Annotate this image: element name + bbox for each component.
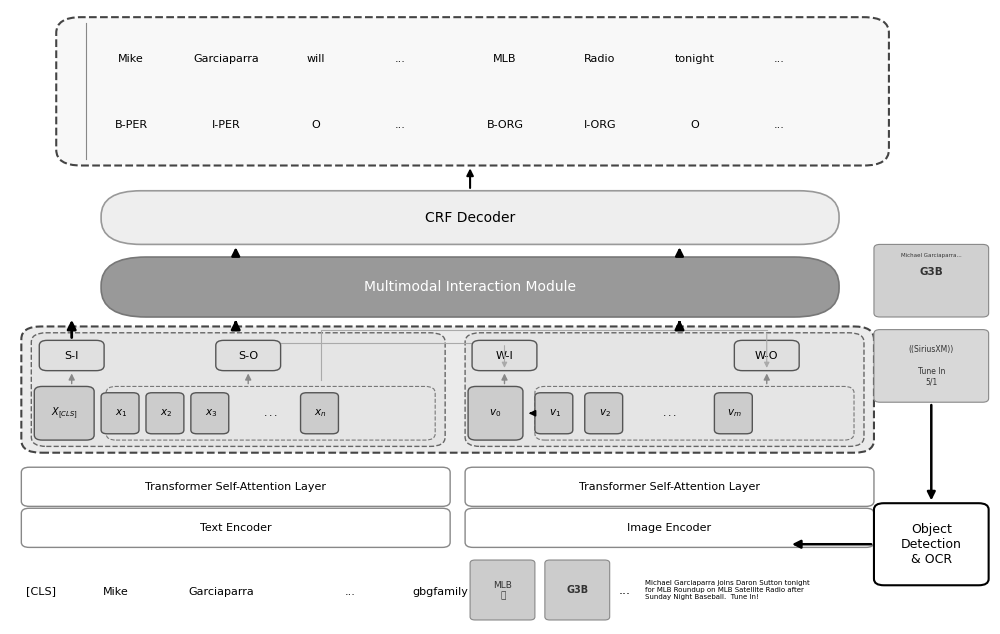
Text: S-I: S-I: [65, 351, 79, 361]
Text: $X_{[CLS]}$: $X_{[CLS]}$: [51, 405, 78, 421]
FancyBboxPatch shape: [31, 333, 445, 446]
FancyBboxPatch shape: [734, 340, 799, 371]
Text: $x_3$: $x_3$: [205, 408, 217, 419]
Text: I-ORG: I-ORG: [583, 120, 616, 131]
Text: Mike: Mike: [103, 586, 129, 597]
FancyBboxPatch shape: [39, 340, 104, 371]
Text: W-I: W-I: [496, 351, 513, 361]
Text: tonight: tonight: [674, 54, 714, 63]
Text: Mike: Mike: [118, 54, 144, 63]
Text: $x_n$: $x_n$: [314, 408, 327, 419]
Text: Michael Garciaparra...: Michael Garciaparra...: [901, 253, 962, 258]
Text: S-O: S-O: [238, 351, 258, 361]
FancyBboxPatch shape: [465, 508, 874, 547]
FancyBboxPatch shape: [714, 392, 752, 434]
Text: ...: ...: [395, 120, 406, 131]
Text: Object
Detection
& OCR: Object Detection & OCR: [901, 523, 962, 566]
Text: O: O: [311, 120, 320, 131]
Text: $x_1$: $x_1$: [115, 408, 127, 419]
FancyBboxPatch shape: [106, 387, 435, 440]
Text: Multimodal Interaction Module: Multimodal Interaction Module: [364, 280, 576, 294]
Text: gbgfamily: gbgfamily: [412, 586, 468, 597]
FancyBboxPatch shape: [585, 392, 623, 434]
FancyBboxPatch shape: [101, 257, 839, 317]
Text: Text Encoder: Text Encoder: [200, 523, 272, 533]
Text: ...: ...: [345, 586, 356, 597]
FancyBboxPatch shape: [101, 392, 139, 434]
Text: Garciaparra: Garciaparra: [188, 586, 254, 597]
Text: CRF Decoder: CRF Decoder: [425, 210, 515, 224]
Text: $v_2$: $v_2$: [599, 408, 611, 419]
FancyBboxPatch shape: [465, 333, 864, 446]
Text: W-O: W-O: [755, 351, 779, 361]
FancyBboxPatch shape: [545, 560, 610, 620]
Text: ...: ...: [774, 54, 785, 63]
Text: $v_m$: $v_m$: [727, 408, 742, 419]
FancyBboxPatch shape: [216, 340, 281, 371]
Text: $...$: $...$: [662, 408, 677, 418]
Text: [CLS]: [CLS]: [26, 586, 56, 597]
Text: $x_2$: $x_2$: [160, 408, 172, 419]
FancyBboxPatch shape: [874, 245, 989, 317]
FancyBboxPatch shape: [874, 330, 989, 402]
Text: Garciaparra: Garciaparra: [193, 54, 259, 63]
FancyBboxPatch shape: [472, 340, 537, 371]
FancyBboxPatch shape: [535, 387, 854, 440]
Text: Image Encoder: Image Encoder: [627, 523, 712, 533]
Text: ...: ...: [774, 120, 785, 131]
FancyBboxPatch shape: [874, 503, 989, 585]
Text: G3B: G3B: [919, 267, 943, 277]
Text: $v_1$: $v_1$: [549, 408, 561, 419]
Text: ...: ...: [395, 54, 406, 63]
Text: MLB
⚾: MLB ⚾: [494, 581, 512, 600]
Text: Transformer Self-Attention Layer: Transformer Self-Attention Layer: [579, 482, 760, 492]
FancyBboxPatch shape: [465, 467, 874, 507]
FancyBboxPatch shape: [146, 392, 184, 434]
FancyBboxPatch shape: [101, 191, 839, 245]
Text: MLB: MLB: [493, 54, 517, 63]
Text: ...: ...: [619, 584, 631, 597]
FancyBboxPatch shape: [468, 387, 523, 440]
FancyBboxPatch shape: [56, 17, 889, 165]
FancyBboxPatch shape: [301, 392, 338, 434]
FancyBboxPatch shape: [191, 392, 229, 434]
Text: Tune In
5/1: Tune In 5/1: [918, 367, 945, 387]
Text: ((SiriusXM)): ((SiriusXM)): [909, 346, 954, 354]
Text: Radio: Radio: [584, 54, 615, 63]
FancyBboxPatch shape: [21, 327, 874, 453]
Text: $...$: $...$: [263, 408, 278, 418]
Text: B-ORG: B-ORG: [486, 120, 523, 131]
Text: Transformer Self-Attention Layer: Transformer Self-Attention Layer: [145, 482, 326, 492]
FancyBboxPatch shape: [21, 508, 450, 547]
Text: O: O: [690, 120, 699, 131]
FancyBboxPatch shape: [470, 560, 535, 620]
FancyBboxPatch shape: [21, 467, 450, 507]
Text: I-PER: I-PER: [211, 120, 240, 131]
FancyBboxPatch shape: [535, 392, 573, 434]
Text: Michael Garciaparra joins Daron Sutton tonight
for MLB Roundup on MLB Satellite : Michael Garciaparra joins Daron Sutton t…: [645, 580, 809, 600]
Text: B-PER: B-PER: [114, 120, 148, 131]
Text: G3B: G3B: [567, 585, 589, 595]
Text: $v_0$: $v_0$: [489, 408, 502, 419]
Text: will: will: [306, 54, 325, 63]
FancyBboxPatch shape: [34, 387, 94, 440]
